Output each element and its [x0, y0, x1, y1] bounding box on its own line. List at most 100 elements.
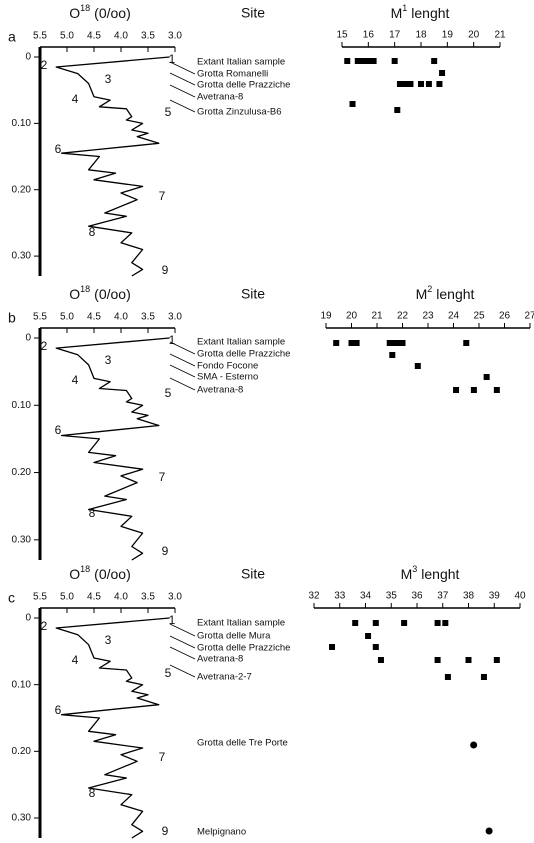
x-tick-label: 17 [389, 30, 401, 41]
panel-letter: b [8, 310, 16, 326]
point [442, 620, 449, 626]
title-sup: 18 [80, 3, 90, 13]
point [372, 644, 379, 650]
stage-label: 5 [165, 386, 172, 400]
x-tick-label: 32 [308, 591, 320, 602]
site-label: Avetrana-2-7 [197, 672, 252, 683]
site-label: Melpignano [197, 827, 246, 838]
title-sup: 3 [412, 564, 417, 574]
point [402, 81, 409, 87]
stage-label: 3 [105, 353, 112, 367]
stage-label: 4 [72, 373, 79, 387]
x-tick-label: 25 [473, 311, 485, 322]
title-sup: 18 [80, 564, 90, 574]
stage-label: 9 [162, 544, 169, 558]
point [493, 657, 500, 663]
point [465, 657, 472, 663]
title-end: lenght [436, 286, 474, 302]
stage-label: 6 [55, 142, 62, 156]
y-tick-label: 0.10 [12, 118, 32, 129]
title-end: lenght [421, 566, 459, 582]
panel-letter: c [8, 590, 15, 606]
y-tick-label: 0.30 [12, 534, 32, 545]
point [370, 58, 377, 64]
stage-label: 8 [89, 225, 96, 239]
stage-label: 8 [89, 786, 96, 800]
site-label: Grotta Romanelli [197, 69, 268, 80]
point [365, 58, 372, 64]
stage-label: 7 [159, 470, 166, 484]
point [470, 387, 477, 393]
stage-label: 1 [169, 333, 176, 347]
point [349, 101, 356, 107]
site-label: Extant Italian sample [197, 337, 285, 348]
point [470, 741, 478, 749]
stage-label: 3 [105, 72, 112, 86]
point [372, 620, 379, 626]
x-tick-label: 23 [422, 311, 434, 322]
x-tick-label: 22 [397, 311, 409, 322]
title-unit: (0/oo) [94, 566, 131, 582]
point [386, 340, 393, 346]
title-unit: (0/oo) [94, 5, 131, 21]
stage-label: 2 [41, 619, 48, 633]
stage-label: 4 [72, 92, 79, 106]
isotope-curve [55, 617, 170, 839]
x-tick-label: 27 [524, 311, 534, 322]
title-base: M [416, 286, 428, 302]
x-tick-label: 5.5 [33, 312, 47, 323]
point [418, 81, 424, 87]
point [480, 674, 487, 680]
point [360, 58, 367, 64]
point [425, 81, 432, 87]
point [453, 387, 460, 393]
point [407, 81, 414, 87]
x-tick-label: 21 [494, 30, 506, 41]
y-tick-label: 0.30 [12, 813, 32, 824]
x-tick-label: 33 [334, 591, 346, 602]
isotope-curve [55, 337, 170, 561]
site-connector [169, 99, 196, 113]
point [329, 644, 336, 650]
site-connector [169, 623, 196, 637]
x-tick-label: 34 [360, 591, 372, 602]
site-label: Avetrana-8 [197, 385, 243, 396]
site-label: Avetrana-8 [197, 92, 243, 103]
title-base: M [401, 566, 413, 582]
x-tick-label: 39 [489, 591, 501, 602]
point [352, 620, 359, 626]
point [434, 620, 441, 626]
stage-label: 1 [169, 613, 176, 627]
x-tick-label: 5.0 [60, 312, 74, 323]
stage-label: 6 [55, 703, 62, 717]
stage-label: 2 [41, 339, 48, 353]
site-label: Grotta delle Prazziche [197, 643, 290, 654]
x-tick-label: 18 [415, 30, 427, 41]
site-connector [169, 353, 196, 367]
isotope-curve [55, 56, 170, 277]
y-tick-label: 0 [25, 52, 31, 63]
stage-label: 4 [72, 653, 79, 667]
point [377, 657, 384, 663]
x-tick-label: 4.0 [114, 31, 128, 42]
axis-title: M2 lenght [416, 284, 475, 301]
axis-title: O18 (0/oo) [69, 564, 130, 581]
title-base: O [69, 566, 80, 582]
site-connector [169, 646, 196, 660]
title-end: lenght [411, 5, 449, 21]
site-label: Grotta delle Tre Porte [197, 738, 288, 749]
site-label: Extant Italian sample [197, 618, 285, 629]
y-tick-label: 0.20 [12, 184, 32, 195]
x-tick-label: 4.0 [114, 312, 128, 323]
site-label: Grotta delle Prazziche [197, 349, 290, 360]
y-tick-label: 0.10 [12, 400, 32, 411]
point [391, 58, 398, 64]
x-tick-label: 37 [437, 591, 449, 602]
site-label: Grotta delle Prazziche [197, 80, 290, 91]
site-connector [169, 664, 196, 678]
point [365, 633, 372, 639]
x-tick-label: 19 [442, 30, 454, 41]
site-connector [169, 377, 196, 391]
